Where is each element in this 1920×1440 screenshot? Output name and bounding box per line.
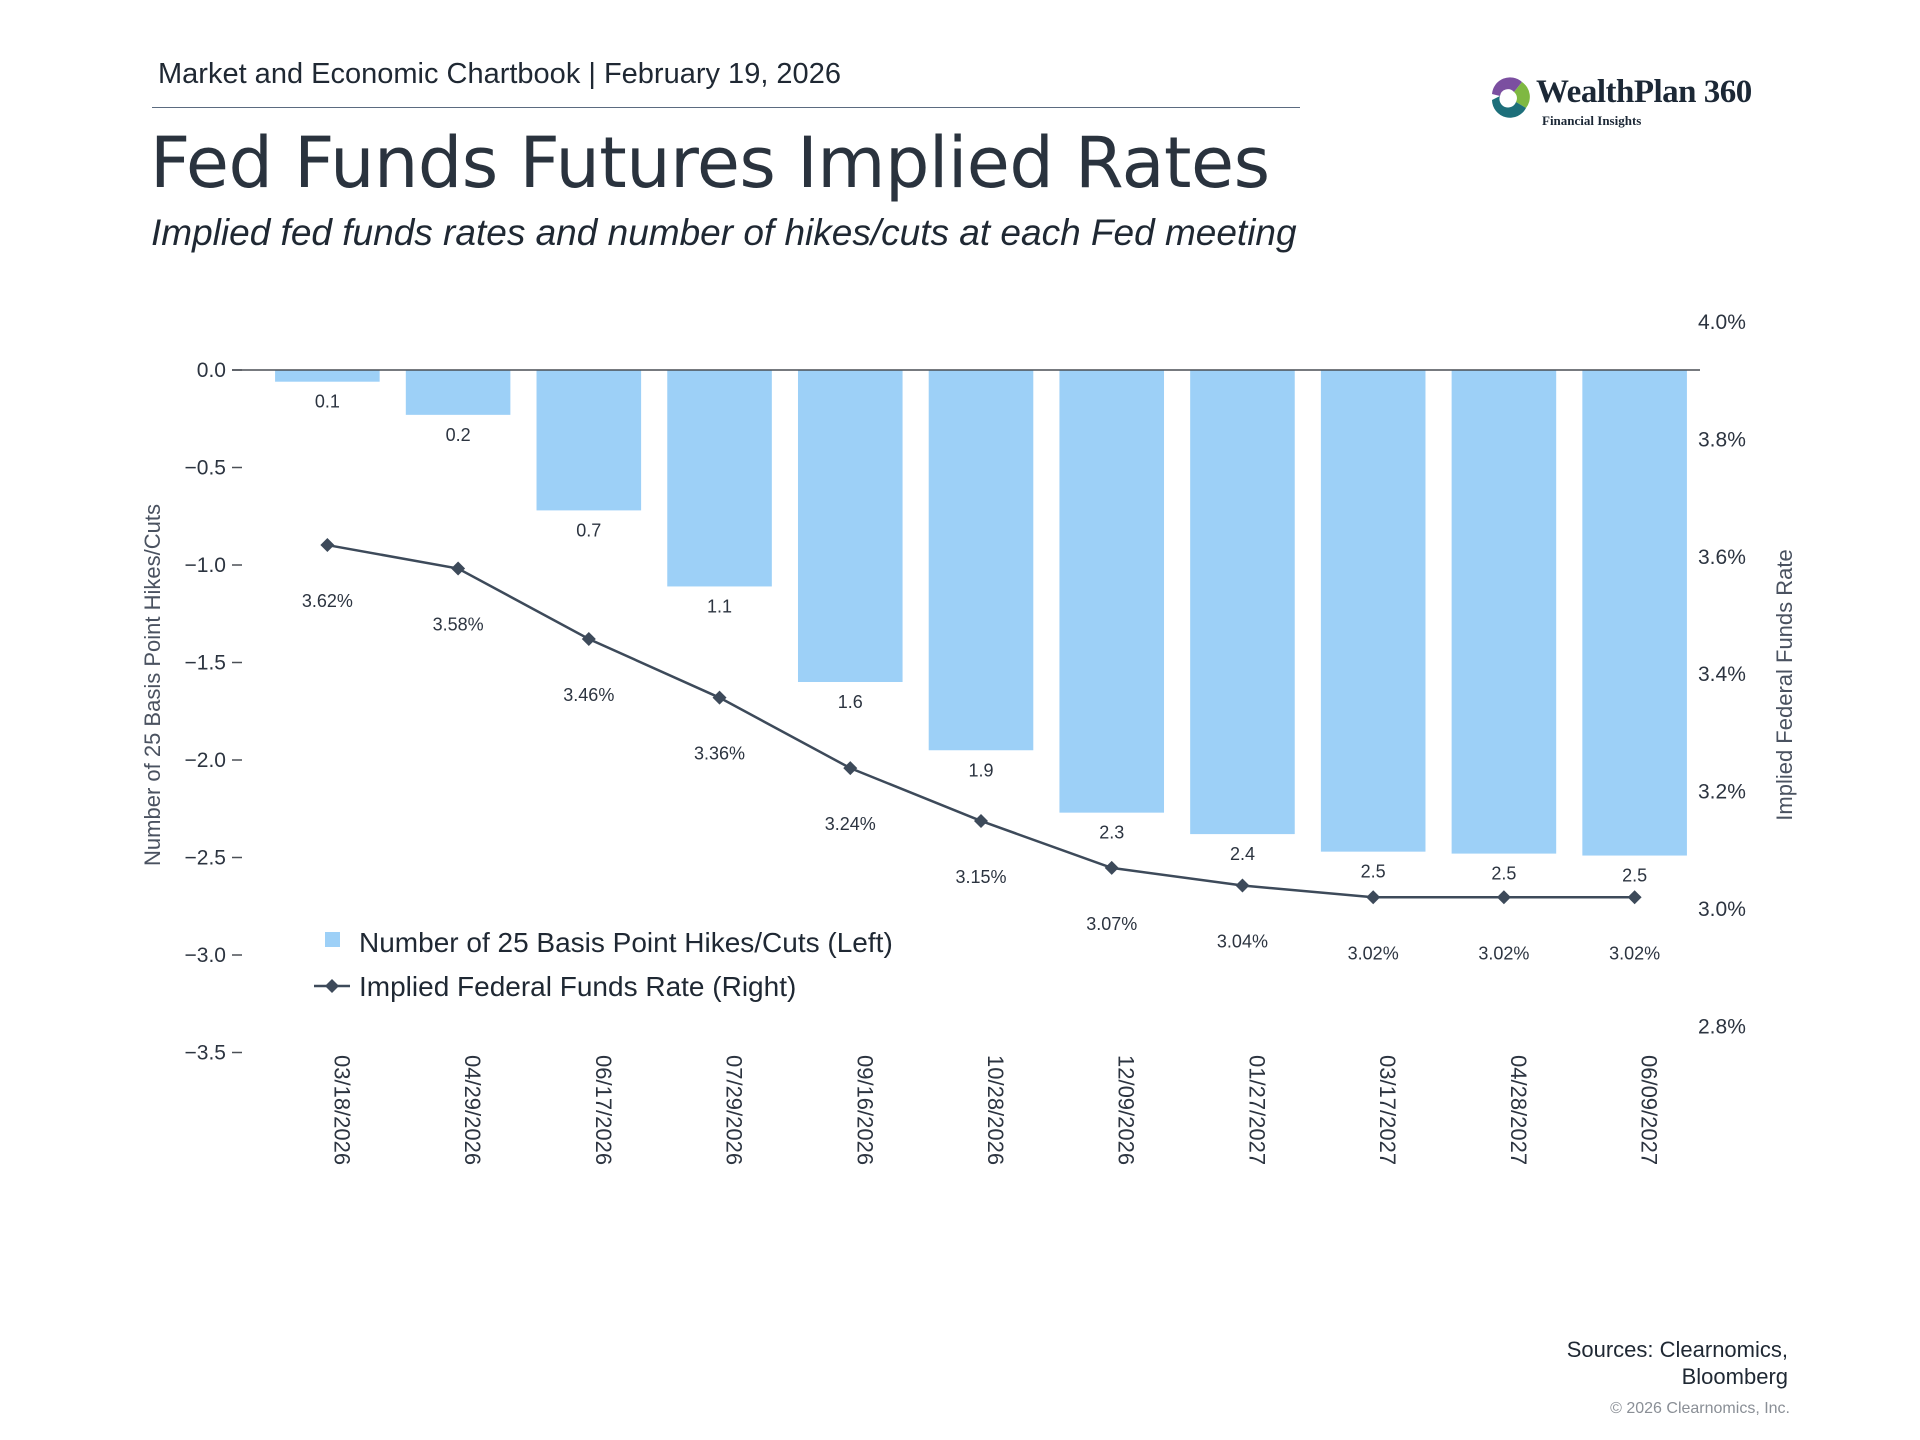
- bar: [1451, 370, 1557, 854]
- line-layer: 3.62% 3.58% 3.46% 3.36% 3.24% 3.15% 3.07% 3.04%…: [302, 538, 1660, 963]
- rate-value-label: 3.15%: [955, 867, 1006, 887]
- left-tick-label: −3.5: [185, 1042, 226, 1065]
- bar-value-label: 2.5: [1622, 866, 1647, 886]
- x-tick-label: 01/27/2027: [1244, 1055, 1269, 1165]
- left-axis-title: Number of 25 Basis Point Hikes/Cuts: [140, 504, 165, 866]
- rate-point: [1496, 890, 1511, 905]
- rate-point: [1627, 890, 1642, 905]
- left-tick-label: −0.5: [185, 457, 226, 480]
- company-logo: WealthPlan 360 Financial Insights: [1484, 70, 1774, 134]
- rate-point: [712, 690, 727, 705]
- x-tick-label: 10/28/2026: [983, 1055, 1008, 1165]
- bar: [1582, 370, 1687, 856]
- sources-note: Sources: Clearnomics, Bloomberg: [1567, 1336, 1788, 1390]
- bar: [405, 370, 511, 415]
- rate-value-label: 3.36%: [694, 744, 745, 764]
- rate-value-label: 3.02%: [1609, 943, 1660, 963]
- legend-line-marker: [325, 979, 339, 993]
- bar-value-label: 2.4: [1230, 844, 1255, 864]
- copyright-note: © 2026 Clearnomics, Inc.: [1610, 1400, 1790, 1417]
- rate-value-label: 3.24%: [825, 814, 876, 834]
- rate-value-label: 3.62%: [302, 591, 353, 611]
- bar-value-label: 1.1: [707, 596, 732, 616]
- rate-value-label: 3.46%: [563, 685, 614, 705]
- rate-value-label: 3.07%: [1086, 914, 1137, 934]
- bar-value-label: 2.5: [1361, 862, 1386, 882]
- left-tick-label: −3.0: [185, 944, 226, 967]
- right-tick-label: 4.0%: [1698, 311, 1746, 334]
- left-tick-label: 0.0: [197, 359, 226, 382]
- page-subtitle: Implied fed funds rates and number of hi…: [151, 212, 1297, 253]
- rate-point: [1104, 860, 1119, 875]
- header-divider: [152, 107, 1300, 108]
- right-tick-label: 2.8%: [1698, 1015, 1746, 1038]
- right-axis-title: Implied Federal Funds Rate: [1772, 549, 1797, 820]
- legend-bar-swatch: [325, 932, 340, 947]
- x-tick-label: 06/17/2026: [591, 1055, 616, 1165]
- bar: [1190, 370, 1295, 835]
- rate-point: [974, 813, 988, 828]
- left-tick-label: −1.5: [185, 652, 226, 675]
- rate-point: [843, 761, 858, 776]
- x-tick-label: 04/29/2026: [460, 1055, 485, 1165]
- x-tick-label: 03/17/2027: [1375, 1055, 1400, 1165]
- logo-name: WealthPlan 360: [1536, 74, 1752, 110]
- rate-value-label: 3.58%: [433, 615, 484, 635]
- bar: [1320, 370, 1426, 852]
- bar-value-label: 1.9: [968, 760, 993, 780]
- legend: Number of 25 Basis Point Hikes/Cuts (Lef…: [314, 927, 893, 1002]
- left-tick-label: −2.5: [185, 847, 226, 870]
- logo-icon: [1492, 77, 1530, 118]
- bar-value-label: 0.1: [315, 392, 340, 412]
- x-tick-label: 12/09/2026: [1114, 1055, 1139, 1165]
- rate-point: [1366, 890, 1381, 905]
- x-tick-label: 07/29/2026: [722, 1055, 747, 1165]
- left-axis-ticks: 0.0 −0.5 −1.0 −1.5 −2.0 −2.5 −3.0 −3.5: [185, 359, 242, 1065]
- x-tick-label: 06/09/2027: [1637, 1055, 1662, 1165]
- left-tick-label: −1.0: [185, 554, 226, 577]
- rate-point: [581, 631, 596, 646]
- bar: [536, 370, 642, 511]
- rate-value-label: 3.02%: [1348, 943, 1399, 963]
- legend-line-label: Implied Federal Funds Rate (Right): [359, 971, 796, 1002]
- bar-value-label: 0.7: [576, 520, 601, 540]
- rate-value-label: 3.02%: [1478, 943, 1529, 963]
- page-title: Fed Funds Futures Implied Rates: [150, 122, 1270, 204]
- right-tick-label: 3.6%: [1698, 546, 1746, 569]
- x-axis-ticks: 03/18/2026 04/29/2026 06/17/2026 07/29/2026…: [329, 1055, 1661, 1165]
- bar: [667, 370, 772, 587]
- bar-value-label: 1.6: [838, 692, 863, 712]
- right-axis-ticks: 4.0% 3.8% 3.6% 3.4% 3.2% 3.0% 2.8%: [1698, 311, 1746, 1038]
- bar-labels-layer: 0.1 0.2 0.7 1.1 1.6 1.9 2.3 2.4 2.5 2.5 2.5: [315, 392, 1647, 886]
- x-tick-label: 04/28/2027: [1506, 1055, 1531, 1165]
- bar: [275, 370, 380, 382]
- bar-value-label: 2.3: [1099, 823, 1124, 843]
- left-tick-label: −2.0: [185, 749, 226, 772]
- right-tick-label: 3.0%: [1698, 898, 1746, 921]
- chartbook-header: Market and Economic Chartbook | February…: [158, 58, 841, 90]
- sources-line-2: Bloomberg: [1681, 1364, 1788, 1389]
- bar-value-label: 0.2: [446, 425, 471, 445]
- bar: [928, 370, 1034, 751]
- right-tick-label: 3.4%: [1698, 663, 1746, 686]
- rate-point: [320, 538, 335, 553]
- bars-layer: [275, 370, 1687, 856]
- legend-bar-label: Number of 25 Basis Point Hikes/Cuts (Lef…: [359, 927, 893, 958]
- rate-point: [451, 561, 466, 576]
- sources-line-1: Sources: Clearnomics,: [1566, 1337, 1788, 1362]
- rate-value-label: 3.04%: [1217, 932, 1268, 952]
- bar: [1059, 370, 1165, 813]
- bar: [797, 370, 903, 682]
- logo-tagline: Financial Insights: [1542, 113, 1642, 128]
- bar-value-label: 2.5: [1491, 864, 1516, 884]
- right-tick-label: 3.2%: [1698, 781, 1746, 804]
- right-tick-label: 3.8%: [1698, 428, 1746, 451]
- x-tick-label: 03/18/2026: [329, 1055, 354, 1165]
- rate-point: [1235, 878, 1250, 893]
- x-tick-label: 09/16/2026: [852, 1055, 877, 1165]
